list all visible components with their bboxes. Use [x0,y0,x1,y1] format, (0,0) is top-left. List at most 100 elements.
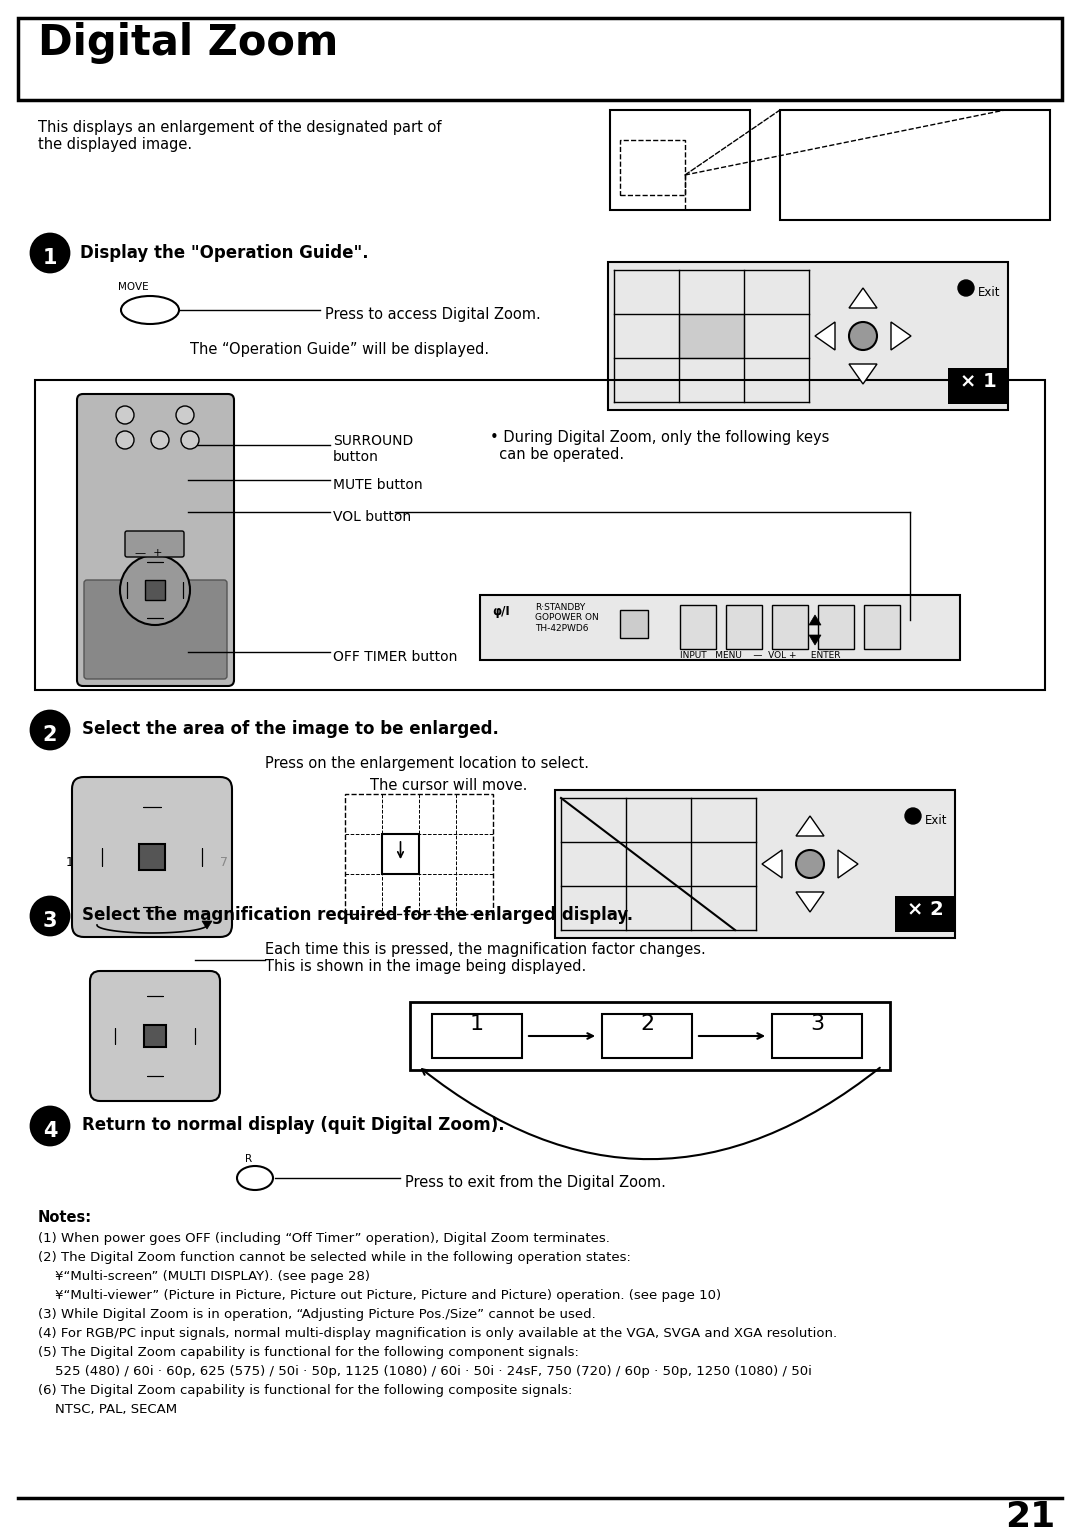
Polygon shape [809,636,821,645]
Bar [35,380,1045,691]
Circle shape [116,406,134,423]
Text: 1: 1 [66,856,73,868]
Text: 4: 4 [43,1122,57,1141]
Text: R·STANDBY
GOPOWER ON
TH-42PWD6: R·STANDBY GOPOWER ON TH-42PWD6 [535,604,598,633]
Text: Exit: Exit [978,286,1000,298]
Text: Exit: Exit [924,813,947,827]
Text: × 2: × 2 [906,900,943,918]
Bar [864,605,900,649]
Circle shape [120,555,190,625]
Circle shape [31,1106,69,1144]
Circle shape [849,322,877,350]
Circle shape [796,850,824,879]
Bar [818,605,854,649]
Bar [105,625,125,639]
Bar [602,1015,692,1057]
Text: 2: 2 [640,1015,654,1034]
Circle shape [31,711,69,749]
Bar [139,843,165,869]
Circle shape [905,808,921,824]
Bar [410,1002,890,1070]
FancyBboxPatch shape [72,778,232,937]
Text: Press to exit from the Digital Zoom.: Press to exit from the Digital Zoom. [405,1175,666,1189]
Bar [948,368,1008,403]
Text: INPUT   MENU    —  VOL +     ENTER: INPUT MENU — VOL + ENTER [680,651,840,660]
Bar [610,110,750,209]
Bar [432,1015,522,1057]
Circle shape [181,431,199,449]
Bar [18,18,1062,99]
Text: (3) While Digital Zoom is in operation, “Adjusting Picture Pos./Size” cannot be : (3) While Digital Zoom is in operation, … [38,1308,596,1322]
Text: Press to access Digital Zoom.: Press to access Digital Zoom. [325,307,541,321]
Circle shape [31,234,69,272]
Text: 1: 1 [43,248,57,267]
Circle shape [116,431,134,449]
Text: Each time this is pressed, the magnification factor changes.
This is shown in th: Each time this is pressed, the magnifica… [265,941,705,975]
Bar [620,610,648,639]
Polygon shape [762,850,782,879]
Text: ¥“Multi-viewer” (Picture in Picture, Picture out Picture, Picture and Picture) o: ¥“Multi-viewer” (Picture in Picture, Pic… [38,1290,721,1302]
Bar [679,313,744,358]
Text: The cursor will move.: The cursor will move. [370,778,527,793]
Bar [132,625,152,639]
Bar [726,605,762,649]
Bar [555,790,955,938]
Polygon shape [849,287,877,309]
Text: (6) The Digital Zoom capability is functional for the following composite signal: (6) The Digital Zoom capability is funct… [38,1384,572,1397]
Bar [382,834,419,874]
FancyBboxPatch shape [84,581,227,678]
Bar [608,261,1008,410]
Text: The “Operation Guide” will be displayed.: The “Operation Guide” will be displayed. [190,342,489,358]
Polygon shape [202,921,212,929]
Text: Notes:: Notes: [38,1210,92,1225]
Bar [780,110,1050,220]
Text: 21: 21 [1004,1500,1055,1528]
Polygon shape [815,322,835,350]
Text: (4) For RGB/PC input signals, normal multi-display magnification is only availab: (4) For RGB/PC input signals, normal mul… [38,1326,837,1340]
Text: Display the "Operation Guide".: Display the "Operation Guide". [80,244,368,261]
Bar [480,594,960,660]
Bar [895,895,955,932]
Text: VOL button: VOL button [333,510,411,524]
Text: 525 (480) / 60i · 60p, 625 (575) / 50i · 50p, 1125 (1080) / 60i · 50i · 24sF, 75: 525 (480) / 60i · 60p, 625 (575) / 50i ·… [38,1365,812,1378]
Text: × 1: × 1 [960,371,997,391]
Bar [185,625,205,639]
Text: SURROUND
button: SURROUND button [333,434,414,465]
Text: Digital Zoom: Digital Zoom [38,21,338,64]
Bar [772,605,808,649]
Text: MOVE: MOVE [118,283,149,292]
Circle shape [958,280,974,296]
Bar [680,605,716,649]
Text: 3: 3 [810,1015,824,1034]
Text: Press on the enlargement location to select.: Press on the enlargement location to sel… [265,756,589,772]
Text: ¥“Multi-screen” (MULTI DISPLAY). (see page 28): ¥“Multi-screen” (MULTI DISPLAY). (see pa… [38,1270,370,1284]
Circle shape [176,406,194,423]
Text: (5) The Digital Zoom capability is functional for the following component signal: (5) The Digital Zoom capability is funct… [38,1346,579,1358]
Text: This displays an enlargement of the designated part of
the displayed image.: This displays an enlargement of the desi… [38,121,442,153]
Text: Select the magnification required for the enlarged display.: Select the magnification required for th… [82,906,633,924]
Text: R: R [245,1154,252,1164]
Circle shape [151,431,168,449]
Bar [620,141,685,196]
Text: Select the area of the image to be enlarged.: Select the area of the image to be enlar… [82,720,499,738]
Text: • During Digital Zoom, only the following keys
  can be operated.: • During Digital Zoom, only the followin… [490,429,829,463]
Text: 1: 1 [470,1015,484,1034]
Bar [159,625,179,639]
Text: φ/I: φ/I [492,605,510,617]
Bar [144,1025,166,1047]
FancyBboxPatch shape [77,394,234,686]
Bar [772,1015,862,1057]
Bar [345,795,492,914]
Polygon shape [891,322,912,350]
Text: 7: 7 [220,856,228,868]
Polygon shape [809,614,821,625]
Text: 3: 3 [43,911,57,931]
FancyBboxPatch shape [90,970,220,1102]
Text: —  +: — + [135,549,162,558]
Polygon shape [796,892,824,912]
Polygon shape [838,850,858,879]
Ellipse shape [237,1166,273,1190]
Circle shape [31,897,69,935]
Text: 2: 2 [43,724,57,746]
Ellipse shape [121,296,179,324]
